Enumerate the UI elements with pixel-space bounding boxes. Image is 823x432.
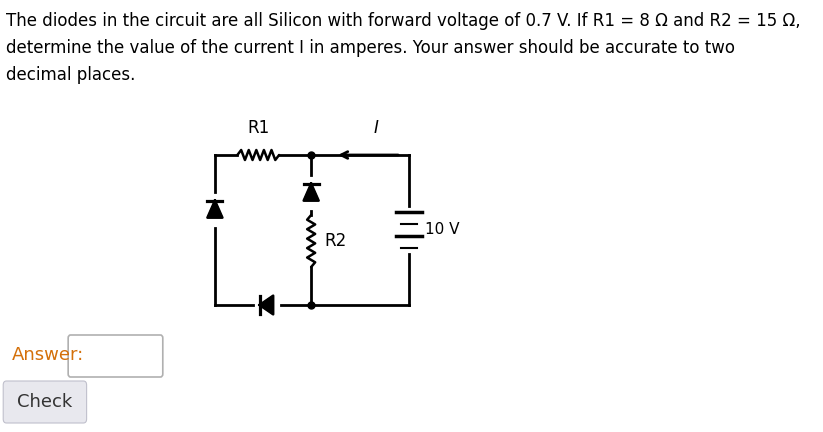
Text: R2: R2 [324, 232, 346, 250]
Polygon shape [259, 295, 273, 314]
Polygon shape [207, 200, 222, 218]
Polygon shape [304, 184, 319, 200]
Text: Check: Check [17, 393, 72, 411]
Text: Answer:: Answer: [12, 346, 84, 364]
Text: I: I [374, 119, 379, 137]
FancyBboxPatch shape [3, 381, 86, 423]
Text: 10 V: 10 V [425, 222, 459, 238]
Text: The diodes in the circuit are all Silicon with forward voltage of 0.7 V. If R1 =: The diodes in the circuit are all Silico… [7, 12, 801, 84]
Text: R1: R1 [247, 119, 269, 137]
FancyBboxPatch shape [68, 335, 163, 377]
